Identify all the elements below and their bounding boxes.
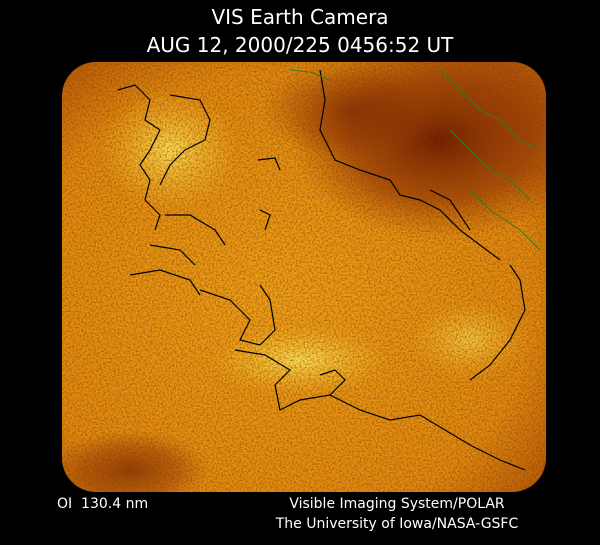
timestamp: AUG 12, 2000/225 0456:52 UT [147,33,455,57]
filter-label: OI 130.4 nm [57,496,148,512]
title: VIS Earth Camera [211,5,388,29]
credit-label: The University of Iowa/NASA-GSFC [275,516,519,532]
auroral-image [62,62,546,492]
instrument-label: Visible Imaging System/POLAR [289,496,505,512]
